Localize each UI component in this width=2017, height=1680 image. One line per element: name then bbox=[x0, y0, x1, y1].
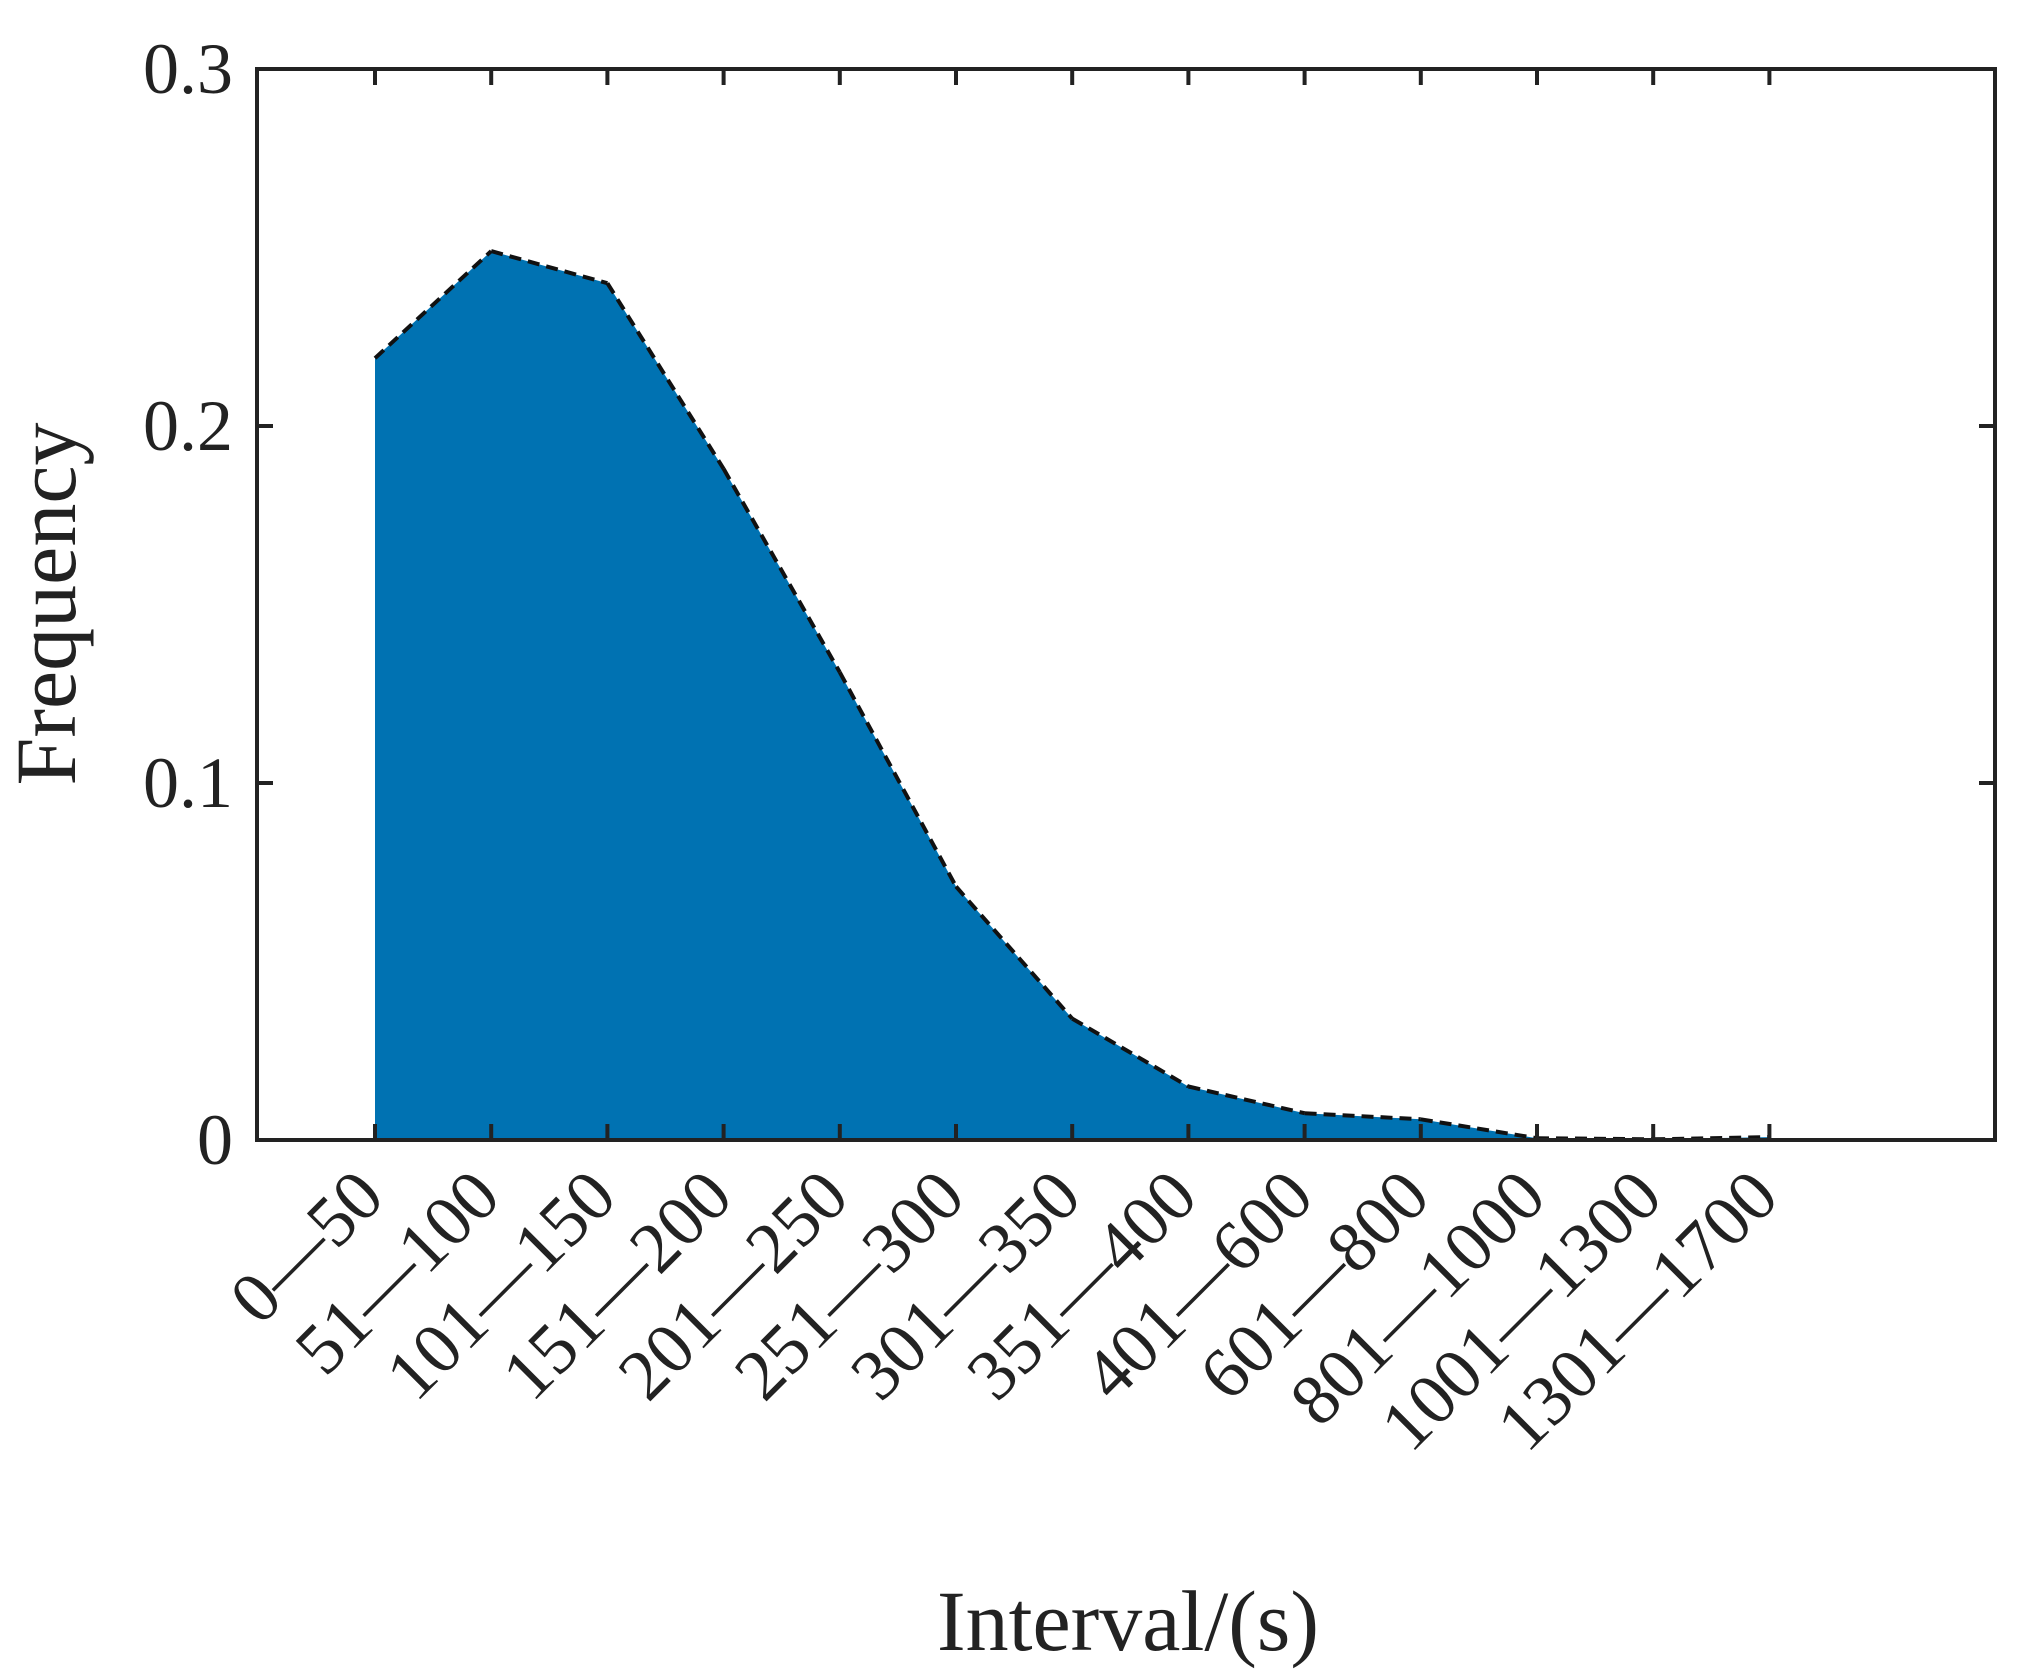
y-tick-label-2: 0.2 bbox=[143, 386, 233, 466]
line-segment-3 bbox=[605, 282, 726, 470]
y-axis-label: Frequency bbox=[0, 423, 94, 786]
x-axis-label: Interval/(s) bbox=[937, 1573, 1319, 1669]
area-layer bbox=[375, 251, 1770, 1141]
line-segment-7 bbox=[1071, 1016, 1190, 1089]
axes bbox=[255, 67, 1997, 1142]
y-ticks: 0 0.1 0.2 0.3 bbox=[143, 29, 1995, 1180]
line-layer bbox=[373, 249, 1770, 1142]
line-segment-4 bbox=[721, 467, 842, 674]
line-segment-9 bbox=[1304, 1111, 1421, 1122]
line-segment-5 bbox=[838, 671, 958, 888]
line-segment-1 bbox=[373, 249, 493, 360]
line-segment-2 bbox=[490, 249, 608, 286]
line-segment-10 bbox=[1420, 1117, 1538, 1141]
y-tick-label-3: 0.3 bbox=[143, 29, 233, 109]
plot-frame bbox=[255, 67, 1997, 1142]
area-fill bbox=[375, 251, 1770, 1141]
y-tick-label-0: 0 bbox=[197, 1100, 233, 1180]
y-tick-label-1: 0.1 bbox=[143, 743, 233, 823]
line-segment-6 bbox=[954, 885, 1074, 1020]
line-segment-8 bbox=[1187, 1084, 1306, 1116]
